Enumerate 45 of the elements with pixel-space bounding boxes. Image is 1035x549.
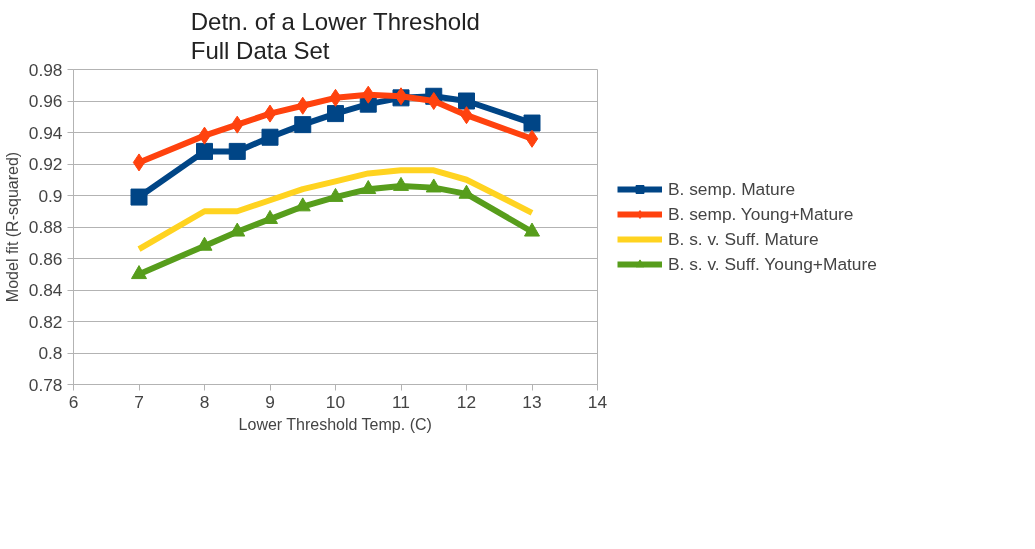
point (294, 116, 312, 134)
point (327, 105, 344, 123)
x-tick-label: 7 (134, 391, 144, 412)
point (425, 178, 442, 193)
point (524, 222, 540, 237)
y-tick-label: 0.92 (28, 154, 63, 174)
point (263, 104, 277, 123)
x-tick-label: 10 (325, 391, 346, 412)
y-tick-label: 0.98 (28, 59, 63, 80)
point (228, 142, 246, 160)
x-axis-title: Lower Threshold Temp. (C) (238, 415, 432, 433)
point (131, 265, 147, 280)
x-tick-label: 11 (392, 391, 411, 412)
x-tick-label: 12 (456, 391, 477, 412)
point (132, 153, 146, 172)
x-tick-label: 8 (199, 391, 210, 412)
point (261, 128, 279, 146)
y-tick-label: 0.8 (38, 343, 63, 363)
point (393, 176, 409, 191)
y-tick-label: 0.86 (28, 248, 63, 269)
legend-label: B. s. v. Suff. Young+Mature (668, 253, 877, 275)
y-axis-title: Model fit (R-squared) (3, 151, 21, 303)
chart-title: Detn. of a Lower Threshold Full Data Set (190, 7, 480, 65)
legend-label: B. semp. Young+Mature (668, 203, 854, 225)
point (196, 142, 213, 160)
point (360, 180, 377, 195)
y-tick-label: 0.96 (28, 91, 63, 111)
legend-label: B. semp. Mature (668, 178, 796, 200)
point (130, 188, 148, 206)
y-tick-label: 0.9 (38, 185, 63, 206)
point (523, 114, 541, 132)
y-tick-label: 0.84 (28, 280, 63, 300)
point (458, 92, 475, 110)
legend-label: B. s. v. Suff. Mature (668, 228, 819, 250)
y-tick-label: 0.78 (28, 374, 63, 395)
y-tick-label: 0.88 (28, 217, 63, 237)
x-tick-label: 6 (68, 391, 79, 412)
x-tick-label: 9 (265, 391, 275, 412)
x-tick-label: 13 (522, 391, 542, 412)
point (427, 92, 440, 110)
x-tick-label: 14 (587, 391, 608, 412)
y-tick-label: 0.82 (28, 311, 63, 332)
point (525, 129, 539, 148)
point (327, 187, 344, 202)
y-tick-label: 0.94 (28, 122, 63, 143)
